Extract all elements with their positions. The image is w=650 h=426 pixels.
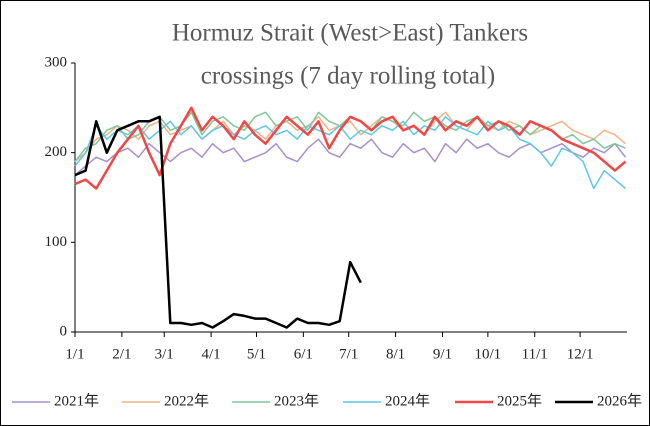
y-tick-label: 300 <box>45 54 68 70</box>
chart-title: crossings (7 day rolling total) <box>201 63 495 90</box>
x-tick-label: 6/1 <box>294 346 313 362</box>
x-tick-label: 3/1 <box>155 346 174 362</box>
y-tick-label: 0 <box>60 323 68 339</box>
x-tick-label: 9/1 <box>433 346 452 362</box>
legend-label: 2021年 <box>54 392 99 409</box>
x-tick-label: 8/1 <box>386 346 405 362</box>
x-tick-label: 2/1 <box>112 346 131 362</box>
y-tick-label: 200 <box>45 144 68 160</box>
x-tick-label: 12/1 <box>567 346 594 362</box>
x-tick-label: 7/1 <box>339 346 358 362</box>
y-tick-label: 100 <box>45 234 68 250</box>
x-tick-label: 11/1 <box>522 346 548 362</box>
x-tick-label: 10/1 <box>475 346 502 362</box>
legend-label: 2025年 <box>497 392 542 409</box>
series-line <box>74 106 627 190</box>
legend-label: 2023年 <box>274 392 319 409</box>
legend-label: 2026年 <box>597 392 642 409</box>
x-tick-label: 1/1 <box>65 346 84 362</box>
legend-label: 2024年 <box>385 392 430 409</box>
x-tick-label: 5/1 <box>247 346 266 362</box>
chart-title: Hormuz Strait (West>East) Tankers <box>172 20 528 47</box>
series-line <box>74 115 362 329</box>
legend-label: 2022年 <box>164 392 209 409</box>
series-line <box>74 111 626 163</box>
x-tick-label: 4/1 <box>202 346 221 362</box>
series-line <box>74 116 626 190</box>
